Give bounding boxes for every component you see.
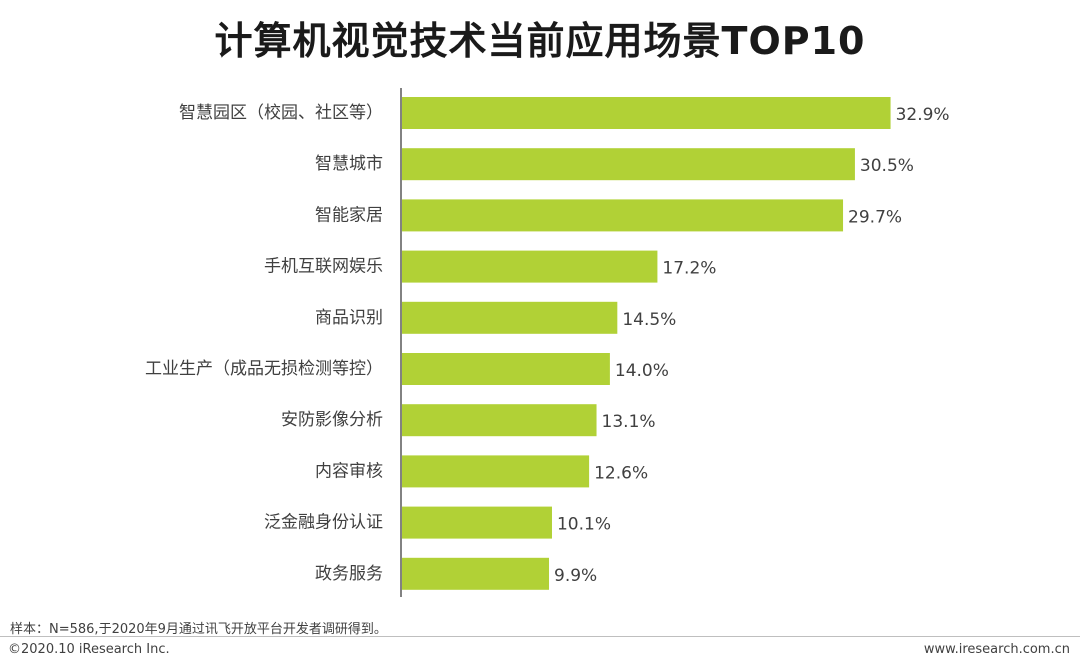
chart-title: 计算机视觉技术当前应用场景TOP10 <box>214 19 866 63</box>
category-label: 智能家居 <box>315 205 383 225</box>
bar <box>402 557 550 590</box>
bar <box>402 250 658 283</box>
category-label: 政务服务 <box>315 564 383 584</box>
category-label: 工业生产（成品无损检测等控） <box>145 359 383 379</box>
category-label: 内容审核 <box>315 461 383 481</box>
category-label: 商品识别 <box>315 308 383 328</box>
value-label: 13.1% <box>602 412 656 432</box>
category-label: 智慧园区（校园、社区等） <box>179 103 383 123</box>
value-label: 14.5% <box>622 310 676 330</box>
value-label: 14.0% <box>615 361 669 381</box>
bar <box>402 301 618 334</box>
value-label: 10.1% <box>557 515 611 535</box>
value-label: 32.9% <box>896 105 950 125</box>
value-label: 29.7% <box>848 207 902 227</box>
value-label: 9.9% <box>554 566 597 586</box>
bar <box>402 404 597 437</box>
sample-note: 样本：N=586,于2020年9月通过讯飞开放平台开发者调研得到。 <box>10 622 387 637</box>
bar <box>402 199 844 232</box>
value-label: 17.2% <box>662 259 716 279</box>
category-label: 智慧城市 <box>315 154 383 174</box>
bar <box>402 148 855 181</box>
website-link[interactable]: www.iresearch.com.cn <box>923 642 1070 657</box>
bar <box>402 455 590 488</box>
bars-group: 智慧园区（校园、社区等） 32.9% 智慧城市 30.5% 智能家居 29.7% 手机互联网… <box>145 97 950 590</box>
category-label: 泛金融身份认证 <box>264 513 383 533</box>
bar-chart: 智慧园区（校园、社区等） 32.9% 智慧城市 30.5% 智能家居 29.7% 手机互联网… <box>145 88 950 597</box>
category-label: 手机互联网娱乐 <box>264 257 383 277</box>
value-label: 12.6% <box>594 463 648 483</box>
category-label: 安防影像分析 <box>281 410 383 430</box>
bar <box>402 97 891 129</box>
footer-divider <box>0 636 1080 637</box>
value-label: 30.5% <box>860 156 914 176</box>
bar <box>402 506 552 539</box>
copyright-text: ©2020.10 iResearch Inc. <box>8 642 170 657</box>
bar <box>402 353 610 385</box>
